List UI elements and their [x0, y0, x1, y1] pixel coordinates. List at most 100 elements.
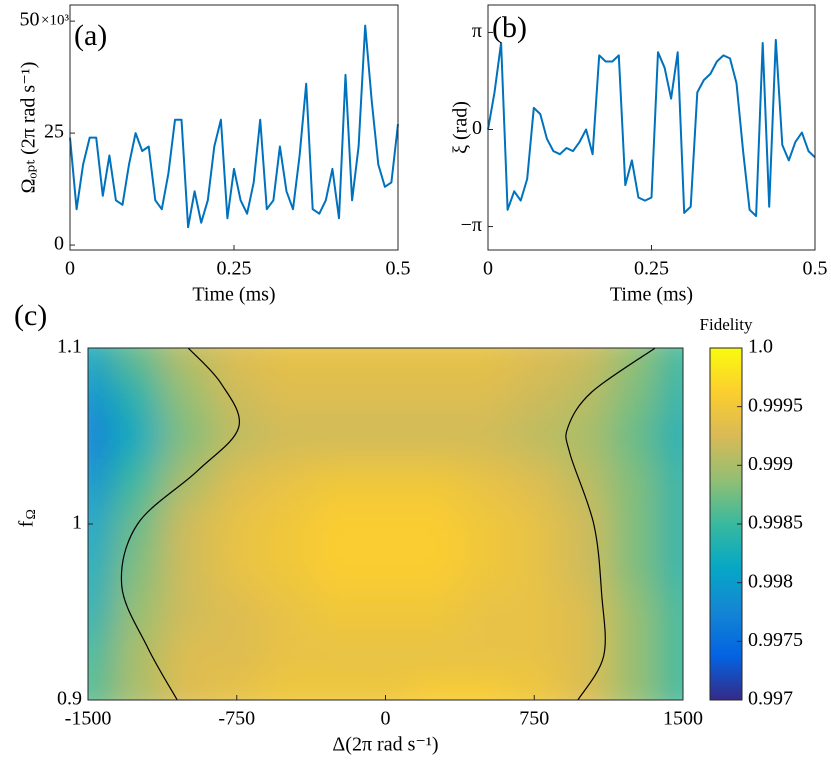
- panel-label: (c): [14, 299, 47, 332]
- x-tick-label: 0: [381, 708, 391, 730]
- heatmap-cell: [211, 590, 263, 635]
- heatmap-cell: [559, 502, 610, 547]
- panel-label: (b): [492, 11, 527, 44]
- heatmap-cell: [459, 590, 510, 635]
- heatmap-cell: [410, 634, 461, 679]
- heatmap-cell: [410, 678, 461, 700]
- heatmap-cell: [509, 590, 560, 635]
- heatmap-cell: [162, 678, 213, 700]
- heatmap-cell: [608, 370, 659, 415]
- heatmap-cell: [658, 502, 683, 547]
- heatmap-cell: [261, 370, 312, 415]
- heatmap-cell: [261, 458, 312, 503]
- heatmap-cell: [559, 458, 610, 503]
- colorbar-tick-label: 1.0: [748, 336, 773, 358]
- data-line: [487, 38, 816, 217]
- heatmap-cell: [88, 348, 114, 371]
- heatmap-cell: [360, 370, 411, 415]
- heatmap-cell: [88, 414, 114, 459]
- heatmap-cell: [211, 370, 263, 415]
- y-tick-label: 0: [472, 117, 482, 139]
- heatmap-cell: [658, 458, 683, 503]
- y-axis-label: Ωₒₚₜ (2π rad s⁻¹): [18, 62, 40, 194]
- y-axis-label-sub: Ω: [24, 509, 39, 519]
- y-tick-label: 50: [20, 9, 40, 31]
- heatmap-cell: [211, 678, 263, 700]
- heatmap-cell: [559, 348, 610, 371]
- heatmap-cell: [509, 370, 560, 415]
- heatmap-cell: [88, 370, 114, 415]
- heatmap-cell: [261, 678, 312, 700]
- heatmap-cell: [559, 370, 610, 415]
- heatmap-cell: [88, 546, 114, 591]
- heatmap-cell: [509, 502, 560, 547]
- heatmap-cell: [608, 546, 659, 591]
- heatmap-cell: [658, 546, 683, 591]
- colorbar-tick-label: 0.997: [748, 688, 793, 710]
- heatmap-cell: [509, 546, 560, 591]
- heatmap-cell: [608, 634, 659, 679]
- heatmap-cell: [509, 634, 560, 679]
- heatmap-cell: [162, 546, 213, 591]
- y-tick-label: 1: [72, 512, 82, 534]
- colorbar-tick-label: 0.9985: [748, 512, 803, 534]
- x-tick-label: 0.5: [386, 258, 411, 280]
- heatmap-cell: [559, 678, 610, 700]
- heatmap-cell: [410, 546, 461, 591]
- colorbar: [709, 347, 743, 701]
- x-tick-label: -750: [218, 708, 255, 730]
- heatmap-cell: [360, 348, 411, 371]
- colorbar-tick-label: 0.998: [748, 570, 793, 592]
- heatmap-cell: [112, 546, 163, 591]
- heatmap-cell: [211, 634, 263, 679]
- x-axis-label: Δ(2π rad s⁻¹): [332, 734, 438, 756]
- y-axis-label: f: [16, 520, 38, 527]
- heatmap-cell: [459, 546, 510, 591]
- heatmap-cell: [162, 634, 213, 679]
- contour-line: [565, 348, 656, 700]
- y-tick-label: −π: [461, 214, 482, 236]
- heatmap-cell: [509, 678, 560, 700]
- heatmap-cell: [261, 590, 312, 635]
- x-tick-label: 0.5: [803, 258, 828, 280]
- heatmap-cell: [311, 546, 362, 591]
- y-tick-label: 0.9: [57, 688, 82, 710]
- heatmap-cell: [88, 458, 114, 503]
- heatmap-cell: [410, 590, 461, 635]
- y-exponent: ×10³: [41, 13, 69, 29]
- heatmap-cell: [459, 348, 510, 371]
- y-tick-label: 0: [54, 233, 64, 255]
- heatmap-cell: [360, 546, 411, 591]
- heatmap-cell: [261, 502, 312, 547]
- heatmap-cell: [608, 414, 659, 459]
- heatmap-cell: [162, 502, 213, 547]
- heatmap: [88, 348, 683, 700]
- heatmap-cell: [261, 348, 312, 371]
- heatmap-cell: [559, 590, 610, 635]
- x-tick-label: 0.25: [634, 258, 669, 280]
- heatmap-cell: [410, 370, 461, 415]
- heatmap-cell: [162, 590, 213, 635]
- heatmap-cell: [211, 502, 263, 547]
- heatmap-cell: [261, 634, 312, 679]
- heatmap-cell: [559, 414, 610, 459]
- heatmap-cell: [360, 590, 411, 635]
- heatmap-cell: [509, 348, 560, 371]
- heatmap-cell: [658, 414, 683, 459]
- x-tick-label: 750: [519, 708, 549, 730]
- heatmap-cell: [162, 414, 213, 459]
- heatmap-cell: [608, 458, 659, 503]
- x-tick-label: 1500: [663, 708, 703, 730]
- colorbar-tick-label: 0.9975: [748, 629, 803, 651]
- heatmap-cell: [88, 678, 114, 700]
- heatmap-cell: [459, 502, 510, 547]
- heatmap-cell: [658, 678, 683, 700]
- colorbar-tick-label: 0.999: [748, 453, 793, 475]
- heatmap-cell: [112, 634, 163, 679]
- heatmap-cell: [360, 634, 411, 679]
- colorbar-tick-label: 0.9995: [748, 394, 803, 416]
- heatmap-cell: [112, 414, 163, 459]
- heatmap-cell: [410, 502, 461, 547]
- heatmap-cell: [162, 348, 213, 371]
- heatmap-cell: [410, 348, 461, 371]
